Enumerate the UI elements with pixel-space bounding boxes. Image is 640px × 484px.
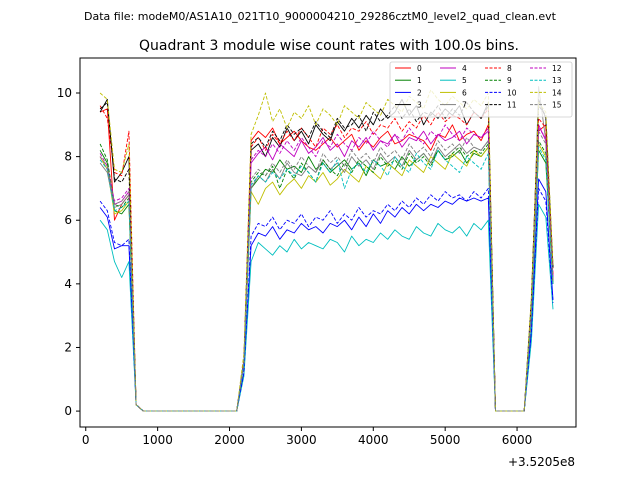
y-tick-label: 0	[64, 404, 72, 418]
legend-label-0: 0	[417, 64, 422, 73]
x-tick-label: 4000	[358, 433, 389, 447]
y-tick-label: 8	[64, 150, 72, 164]
x-tick-label: 0	[82, 433, 90, 447]
x-tick-label: 3000	[286, 433, 317, 447]
legend-label-9: 9	[507, 76, 512, 85]
chart-title: Quadrant 3 module wise count rates with …	[139, 38, 519, 54]
x-axis: 0 1000 2000 3000 4000 5000 6000	[82, 427, 532, 447]
legend-label-2: 2	[417, 88, 422, 97]
legend-label-7: 7	[462, 101, 467, 110]
legend-label-13: 13	[552, 76, 562, 85]
legend-label-11: 11	[507, 101, 517, 110]
series-line-10	[99, 187, 554, 412]
x-tick-label: 6000	[502, 433, 533, 447]
legend-label-10: 10	[507, 88, 517, 97]
legend-label-4: 4	[462, 64, 467, 73]
legend-box	[389, 61, 573, 118]
legend-label-5: 5	[462, 76, 467, 85]
x-tick-label: 2000	[214, 433, 245, 447]
legend-label-12: 12	[552, 64, 562, 73]
y-tick-label: 6	[64, 213, 72, 227]
x-axis-offset-label: +3.5205e8	[508, 455, 575, 469]
legend-label-8: 8	[507, 64, 512, 73]
series-line-12	[99, 124, 554, 412]
legend-label-6: 6	[462, 88, 467, 97]
x-tick-label: 5000	[430, 433, 461, 447]
legend-label-3: 3	[417, 101, 422, 110]
legend-label-1: 1	[417, 76, 422, 85]
y-axis: 0 2 4 6 8 10	[57, 86, 80, 418]
legend-label-15: 15	[552, 101, 562, 110]
series-line-13	[99, 146, 554, 412]
figure-suptitle: Data file: modeM0/AS1A10_021T10_90000042…	[84, 10, 557, 23]
x-tick-label: 1000	[142, 433, 173, 447]
y-tick-label: 4	[64, 277, 72, 291]
y-tick-label: 10	[57, 86, 72, 100]
y-tick-label: 2	[64, 340, 72, 354]
series-line-15	[99, 130, 554, 412]
legend-label-14: 14	[552, 88, 562, 97]
